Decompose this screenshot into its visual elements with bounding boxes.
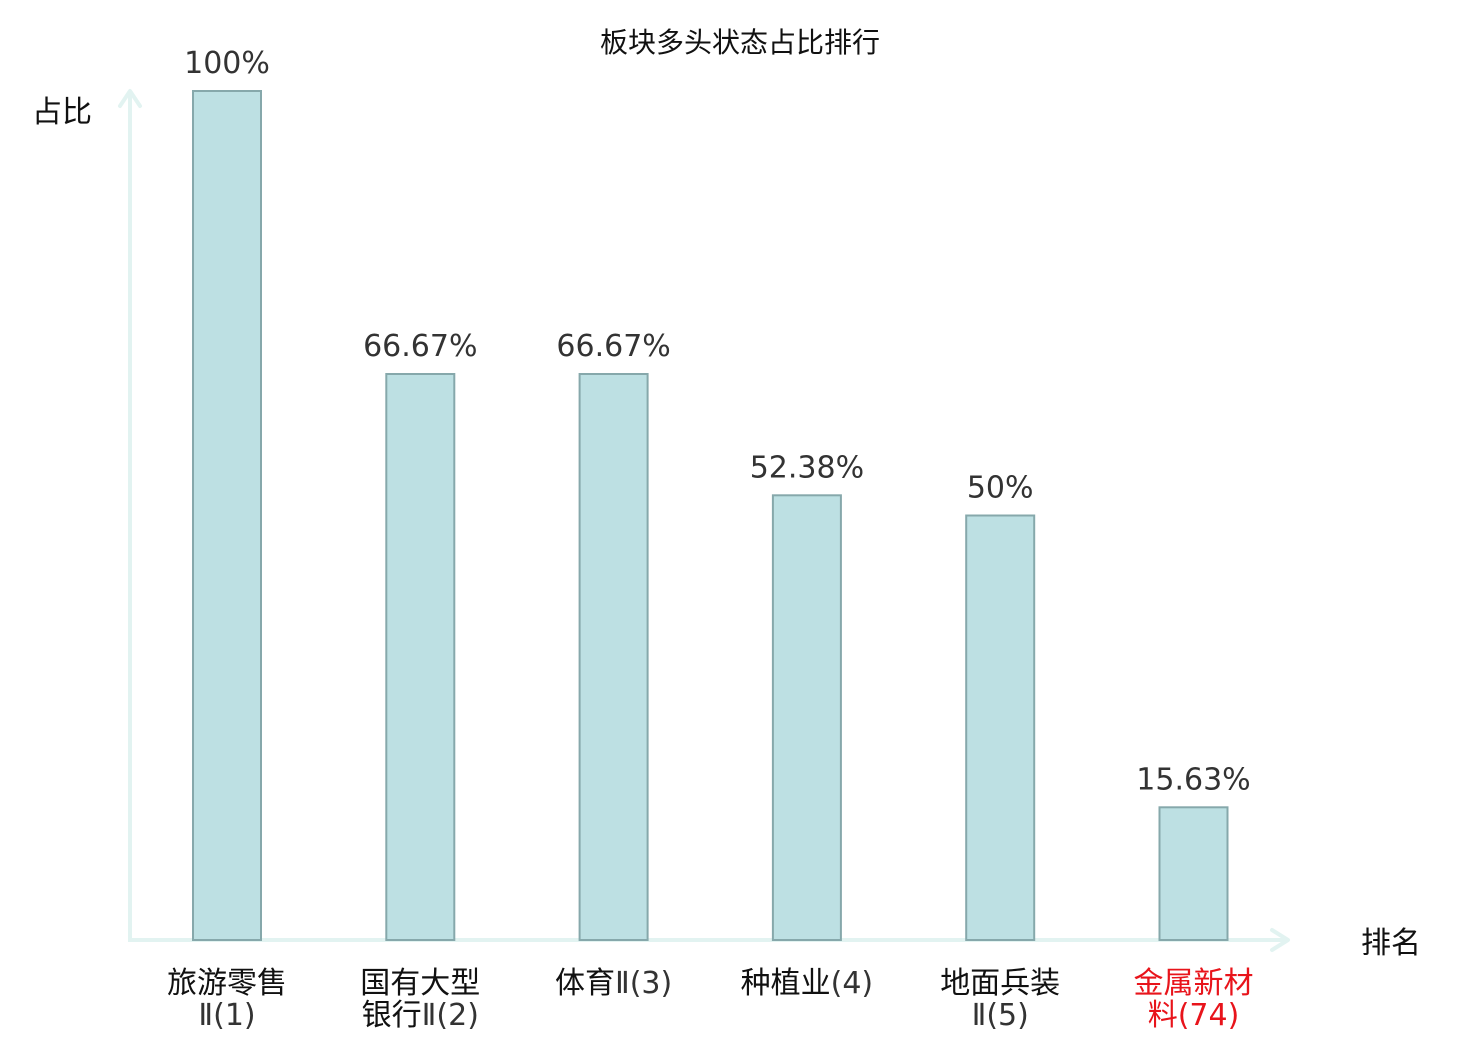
category-label-2: 国有大型银行Ⅱ(2) bbox=[360, 966, 480, 1033]
value-label-2: 66.67% bbox=[363, 329, 477, 364]
bar-3 bbox=[578, 373, 649, 941]
category-label-5: 地面兵装 Ⅱ(5) bbox=[940, 966, 1060, 1033]
bars bbox=[192, 90, 1229, 941]
category-label-6: 金属新材料(74) bbox=[1134, 966, 1254, 1033]
bar-4 bbox=[771, 494, 842, 941]
value-label-5: 50% bbox=[967, 471, 1034, 506]
category-label-4: 种植业(4) bbox=[741, 966, 874, 1001]
bar-6 bbox=[1158, 806, 1229, 941]
category-label-3: 体育Ⅱ(3) bbox=[555, 966, 672, 1001]
x-axis-arrow bbox=[1270, 928, 1290, 952]
y-axis-arrow bbox=[118, 89, 142, 108]
chart-title: 板块多头状态占比排行 bbox=[600, 26, 880, 59]
value-label-3: 66.67% bbox=[556, 329, 670, 364]
bar-5 bbox=[965, 514, 1036, 941]
bar-1 bbox=[192, 90, 262, 941]
axes bbox=[118, 89, 1290, 952]
category-labels: 旅游零售 Ⅱ(1) 国有大型银行Ⅱ(2) 体育Ⅱ(3) 种植业(4) 地面兵装 Ⅱ(5) 金属… bbox=[167, 966, 1254, 1033]
value-label-4: 52.38% bbox=[750, 450, 864, 485]
value-label-6: 15.63% bbox=[1136, 762, 1250, 797]
y-axis-label: 占比 bbox=[32, 95, 92, 130]
value-labels: 100% 66.67% 66.67% 52.38% 50% 15.63% bbox=[184, 46, 1251, 797]
category-label-1: 旅游零售 Ⅱ(1) bbox=[167, 966, 287, 1033]
x-axis-label: 排名 bbox=[1361, 926, 1421, 961]
bar-2 bbox=[385, 373, 456, 941]
value-label-1: 100% bbox=[184, 46, 270, 81]
